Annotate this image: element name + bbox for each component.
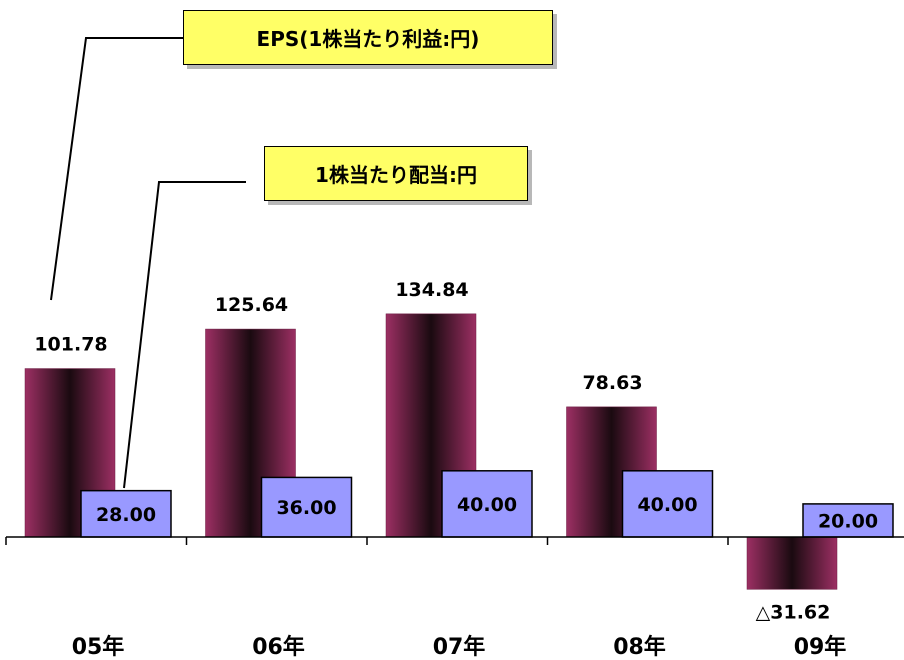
legend-dividend: 1株当たり配当:円 <box>264 146 528 201</box>
category-label: 08年 <box>613 634 666 660</box>
dividend-bar <box>80 489 172 538</box>
eps-value-label: 125.64 <box>215 294 288 316</box>
category-label: 05年 <box>72 634 125 660</box>
category-label: 06年 <box>252 634 305 660</box>
dividend-value-label: 36.00 <box>276 497 336 519</box>
legend-eps: EPS(1株当たり利益:円) <box>183 10 553 65</box>
eps-value-label: 101.78 <box>34 334 107 356</box>
dividend-leader-line <box>123 181 246 489</box>
dividend-value-label: 40.00 <box>457 494 517 516</box>
eps-bar <box>746 536 838 590</box>
dividend-value-label: 20.00 <box>818 510 878 532</box>
category-label: 09年 <box>794 634 847 660</box>
dividend-bar <box>441 470 533 538</box>
category-label: 07年 <box>433 634 486 660</box>
dividend-bar <box>260 476 353 538</box>
legend-leader-lines <box>50 37 246 489</box>
eps-value-label: 78.63 <box>582 372 642 394</box>
dividend-value-label: 40.00 <box>637 494 697 516</box>
dividend-value-label: 28.00 <box>96 504 156 526</box>
eps-value-label: 134.84 <box>395 279 468 301</box>
eps-value-label: △31.62 <box>756 601 831 623</box>
eps-leader-line <box>50 37 183 301</box>
eps-bar <box>385 313 477 538</box>
